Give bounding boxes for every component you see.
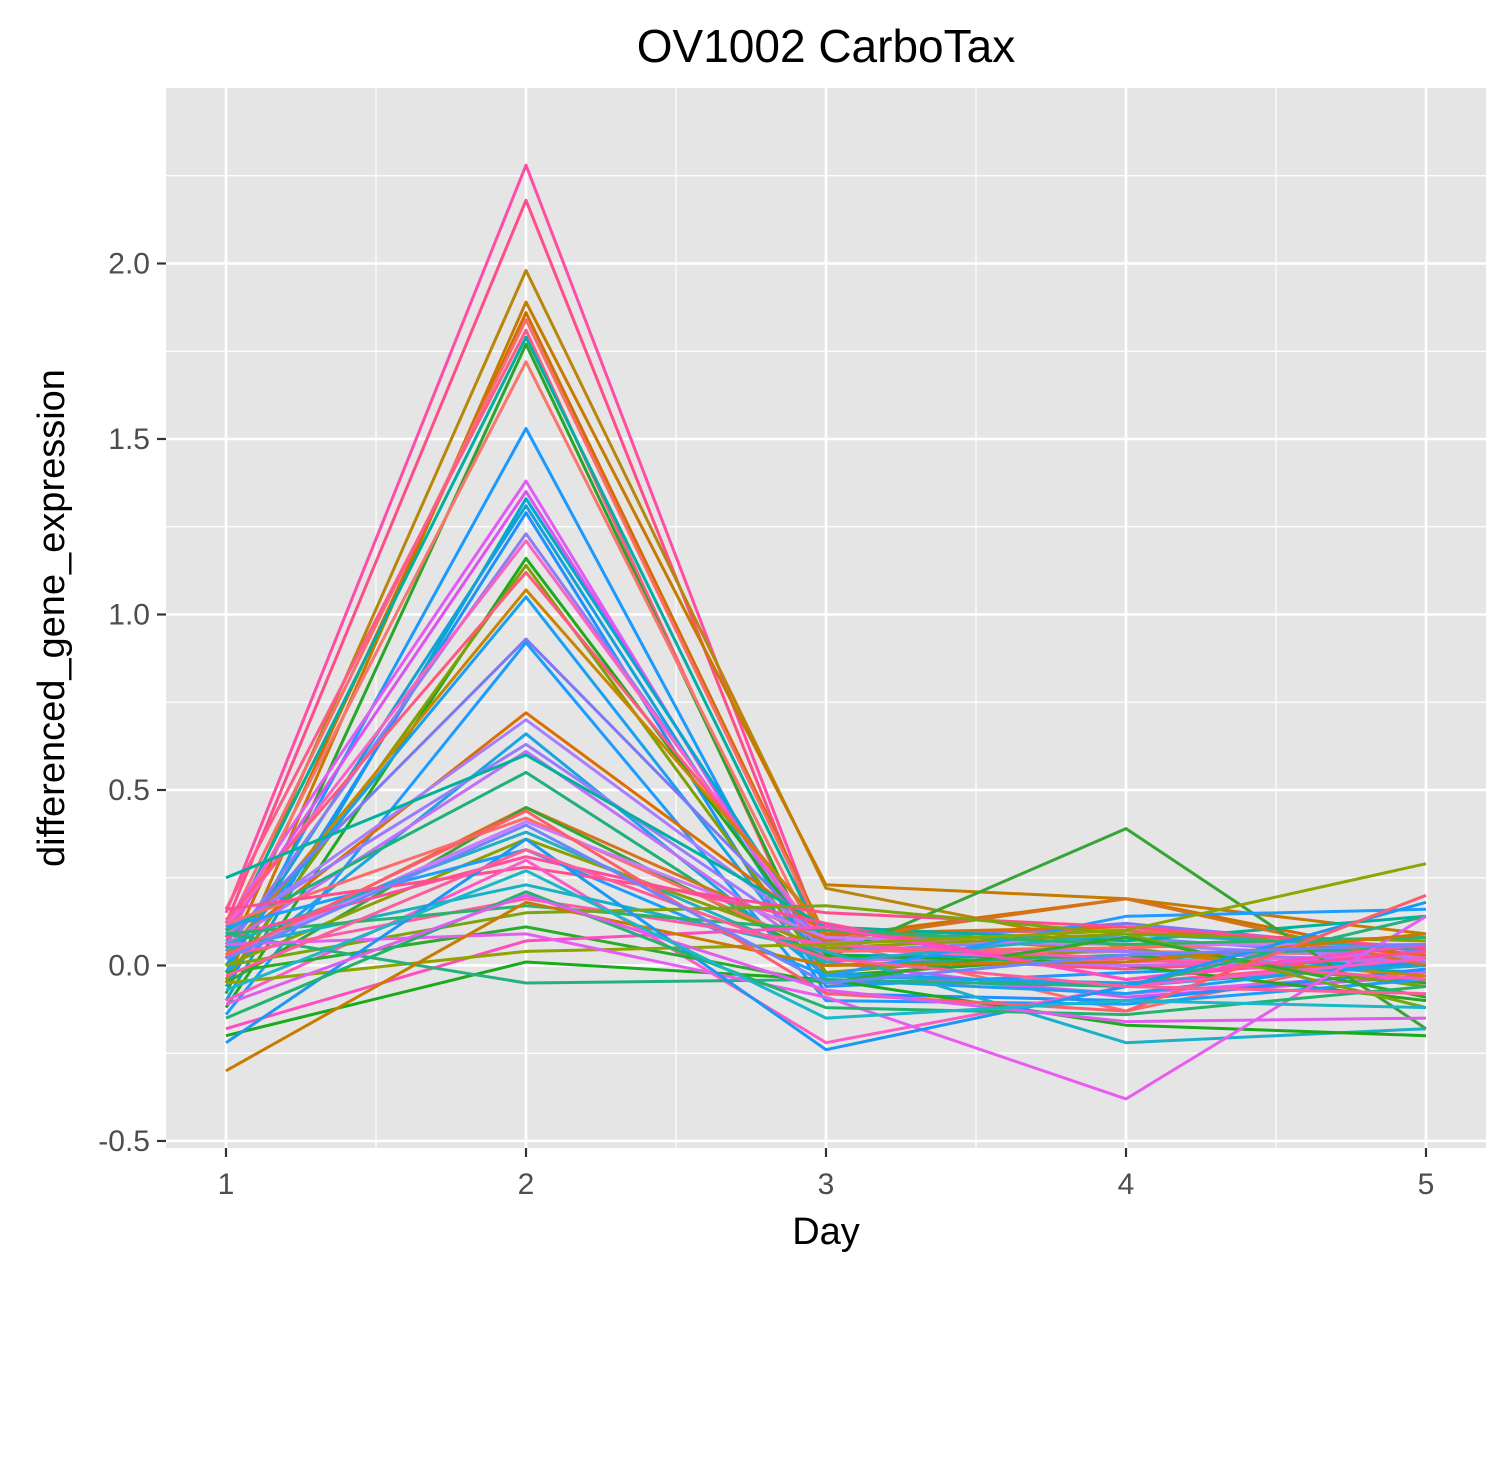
x-axis-title: Day — [792, 1211, 860, 1253]
y-tick-label: 0.5 — [108, 774, 150, 807]
series-lines — [224, 163, 1427, 1101]
series-line-59 — [225, 848, 1427, 996]
y-tick-label: -0.5 — [98, 1125, 150, 1158]
series-line-60 — [225, 823, 1427, 985]
y-tick-label: 1.0 — [108, 598, 150, 631]
series-line-57 — [225, 893, 1427, 1024]
y-tick-label: 2.0 — [108, 247, 150, 280]
series-line-25 — [224, 641, 1427, 1016]
series-line-41 — [225, 865, 1427, 950]
series-line-45 — [225, 904, 1427, 946]
x-axis: 1 2 3 4 5 — [218, 1148, 1435, 1201]
chart-title: OV1002 CarboTax — [637, 20, 1015, 72]
x-tick-label: 5 — [1418, 1168, 1435, 1201]
series-line-39 — [225, 848, 1427, 978]
series-line-40 — [225, 855, 1427, 981]
x-tick-label: 1 — [218, 1168, 235, 1201]
series-line-52 — [225, 915, 1427, 1101]
y-tick-label: 0.0 — [108, 949, 150, 982]
series-line-58 — [225, 869, 1427, 1020]
x-tick-label: 2 — [518, 1168, 535, 1201]
y-axis-title: differenced_gene_expression — [31, 369, 73, 867]
series-line-48 — [225, 925, 1427, 1031]
x-tick-label: 3 — [818, 1168, 835, 1201]
y-tick-label: 1.5 — [108, 423, 150, 456]
y-axis: -0.5 0.0 0.5 1.0 1.5 2.0 — [98, 247, 166, 1158]
series-line-56 — [225, 890, 1427, 1020]
series-line-36 — [225, 820, 1426, 957]
series-line-49 — [225, 862, 1427, 985]
series-line-54 — [225, 837, 1427, 1052]
series-line-51 — [225, 914, 1427, 988]
series-line-55 — [225, 809, 1427, 1013]
x-tick-label: 4 — [1118, 1168, 1135, 1201]
